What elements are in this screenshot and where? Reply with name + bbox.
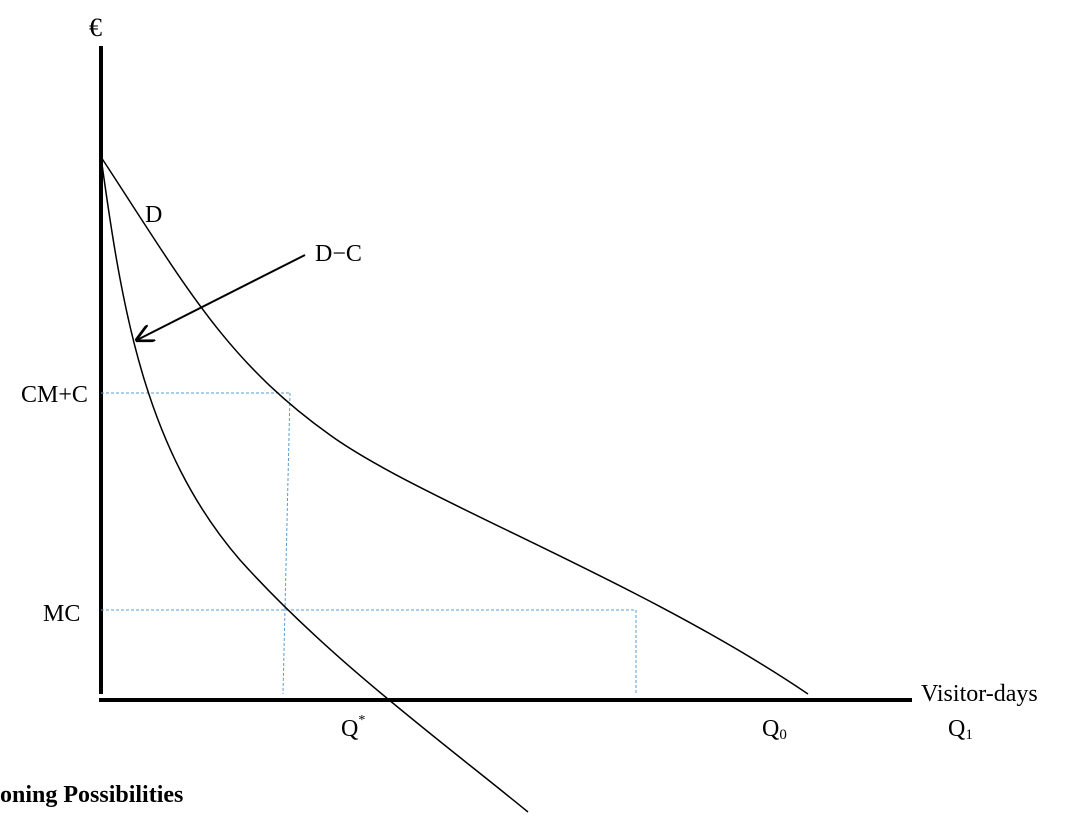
demand-minus-c-curve <box>100 156 529 813</box>
y-axis-label: € <box>89 13 102 42</box>
guide-qstar-vertical <box>282 392 291 695</box>
price-mc-label: MC <box>43 601 80 627</box>
d-c-label: D−C <box>315 241 362 267</box>
q0-label: Q0 <box>762 716 787 743</box>
q-star-label: Q* <box>341 713 365 742</box>
d-c-arrow <box>137 254 306 340</box>
demand-curve <box>100 156 809 695</box>
demand-label: D <box>145 202 162 228</box>
section-caption: oning Possibilities <box>0 782 184 808</box>
x-axis-label: Visitor-days <box>921 681 1038 707</box>
q1-label: Q1 <box>948 716 973 743</box>
price-cmc-label: CM+C <box>21 382 88 408</box>
